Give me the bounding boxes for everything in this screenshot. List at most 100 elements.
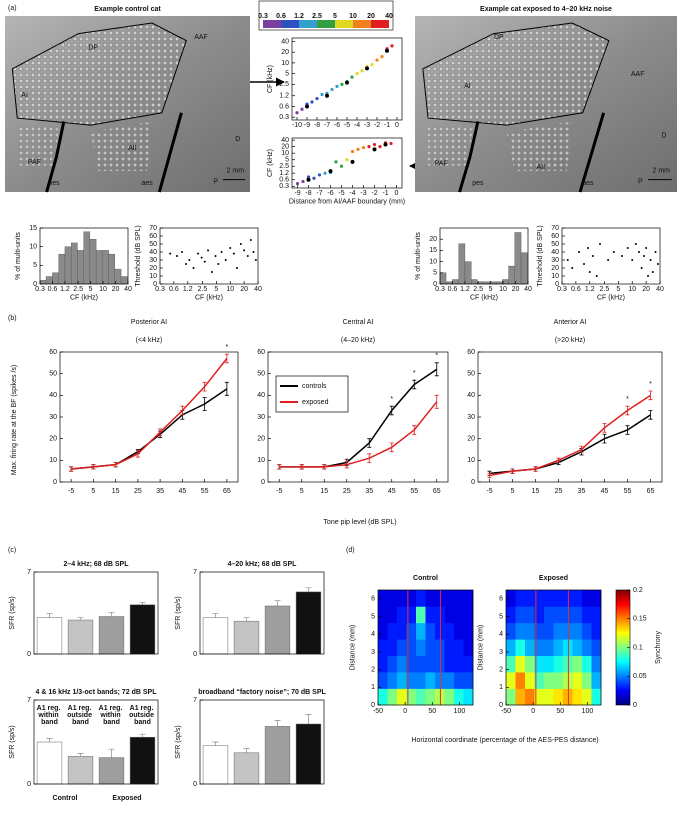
panel-label: (b) <box>8 315 17 322</box>
group-label: Exposed <box>112 795 141 802</box>
plot-frame <box>199 699 325 785</box>
colorbar-tick-label: 10 <box>349 13 357 20</box>
heatmap-cell <box>572 639 583 657</box>
point <box>300 107 304 111</box>
heatmap-cell <box>591 688 602 706</box>
y-tick-label: 1.2 <box>279 170 289 177</box>
heatmap-cell <box>378 655 388 673</box>
bar <box>464 261 472 285</box>
error-bar <box>274 720 281 727</box>
y-tick-label: 0 <box>33 281 37 288</box>
y-tick-label: 20 <box>551 265 559 272</box>
heatmap-cell <box>553 622 564 640</box>
error-bar <box>91 464 96 470</box>
y-tick-label: 0.6 <box>279 103 289 110</box>
error-bar <box>487 472 492 479</box>
area-label: AII <box>536 164 545 171</box>
bar <box>70 242 78 285</box>
y-tick-label: 0 <box>153 281 157 288</box>
map-title: Example cat exposed to 4–20 kHz noise <box>480 6 612 13</box>
bar <box>514 232 522 285</box>
heatmap-cell <box>553 672 564 689</box>
heatmap-cell <box>525 672 535 689</box>
heatmap-cell <box>582 688 592 706</box>
y-tick-label: 30 <box>49 414 57 421</box>
point <box>361 146 366 150</box>
error-bar <box>274 600 281 606</box>
x-tick-label: 2.5 <box>73 286 83 293</box>
x-tick-label: 1.2 <box>460 286 470 293</box>
y-tick-label: 4 <box>499 631 503 638</box>
heatmap-cell <box>378 590 388 607</box>
heatmap-cell <box>378 622 388 640</box>
colorbar-label: Synchrony <box>655 630 662 664</box>
y-tick-label: 40 <box>281 137 289 144</box>
point <box>390 44 394 48</box>
bar <box>129 604 156 655</box>
bar <box>108 253 115 285</box>
x-tick-label: -8 <box>314 122 320 129</box>
x-tick-label: 35 <box>365 488 373 495</box>
point <box>637 251 640 253</box>
bar <box>83 231 91 285</box>
heatmap-cell <box>425 606 436 624</box>
y-axis-label: SFR (sp/s) <box>175 596 182 629</box>
point <box>654 251 657 253</box>
heatmap-cell <box>572 590 583 607</box>
y-tick-label: 20 <box>257 436 265 443</box>
y-tick-label: 0.3 <box>279 183 289 190</box>
y-tick-label: 0 <box>555 281 559 288</box>
bar <box>67 619 94 655</box>
group-label: Control <box>53 795 78 802</box>
point <box>334 160 338 164</box>
point <box>306 175 311 179</box>
area-label: DP <box>494 34 504 41</box>
x-tick-label: 0 <box>395 122 399 129</box>
x-tick-label: 45 <box>178 488 186 495</box>
error-bar <box>158 428 163 436</box>
heatmap-cell <box>553 639 564 657</box>
y-tick-label: 50 <box>49 371 57 378</box>
x-tick-label: 5 <box>91 488 95 495</box>
y-tick-label: 30 <box>551 257 559 264</box>
heatmap-cell <box>534 590 545 607</box>
point <box>607 259 610 261</box>
heatmap-cell <box>544 590 554 607</box>
y-tick-label: 5 <box>433 270 437 277</box>
area-outline <box>506 121 573 171</box>
x-tick-label: 0.6 <box>571 286 581 293</box>
bar <box>98 616 125 655</box>
y-tick-label: 40 <box>551 249 559 256</box>
heatmap-cell <box>435 639 445 657</box>
point <box>188 259 191 261</box>
y-tick-label: 10 <box>49 457 57 464</box>
y-axis-label: SFR (sp/s) <box>9 725 16 758</box>
x-tick-label: 40 <box>524 286 532 293</box>
y-tick-label: 30 <box>257 414 265 421</box>
x-tick-label: -8 <box>305 190 311 197</box>
error-bar <box>367 438 372 448</box>
heatmap-cell <box>425 639 436 657</box>
heatmap-cell <box>406 639 417 657</box>
point <box>335 84 339 88</box>
y-tick-label: 7 <box>193 569 197 576</box>
heatmap-cell <box>534 606 545 624</box>
y-tick-label: 6 <box>371 596 375 603</box>
heatmap-cell <box>416 590 426 607</box>
x-tick-label: 25 <box>343 488 351 495</box>
colorbar-tick-label: 5 <box>333 13 337 20</box>
heatmap-cell <box>454 590 464 607</box>
area-label: pes <box>48 180 60 187</box>
y-axis-label: % of multi-units <box>415 232 422 280</box>
chart-title: Posterior AI <box>131 319 167 326</box>
point <box>239 243 242 245</box>
error-bar <box>648 390 653 401</box>
point <box>339 164 344 168</box>
point <box>591 255 594 257</box>
chart-subtitle: (>20 kHz) <box>555 337 586 344</box>
color-swatch <box>335 20 353 28</box>
x-tick-label: -9 <box>294 190 300 197</box>
heatmap-cell <box>591 639 602 657</box>
heatmap-cell <box>454 622 464 640</box>
heatmap-cell <box>463 622 474 640</box>
